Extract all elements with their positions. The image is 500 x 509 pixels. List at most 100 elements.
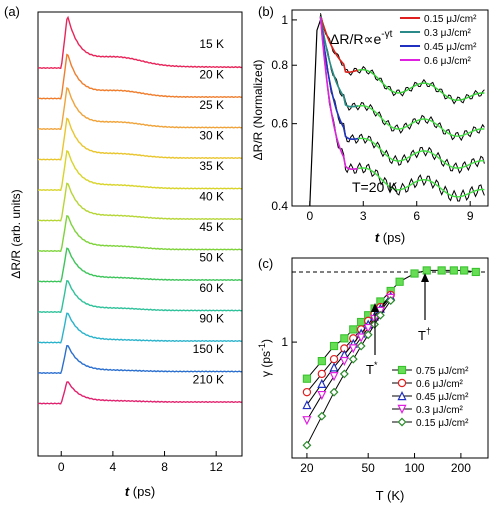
trace-line (37, 149, 242, 192)
data-point (397, 404, 407, 414)
raw-data-line (320, 14, 485, 142)
data-point (329, 372, 339, 382)
panel-a-xlabel: t (ps) (125, 484, 155, 499)
data-point (317, 411, 327, 421)
trace-label: 45 K (199, 220, 224, 234)
panel-a-frame (37, 11, 243, 457)
panel-a-label: (a) (4, 4, 20, 19)
tstar-arrowhead (371, 303, 379, 312)
tstar-label: T* (366, 360, 378, 377)
legend-label: 0.3 μJ/cm² (424, 28, 472, 39)
panel-b: (b) ΔR/R (Normalized) 0 3 6 9 0.4 0.6 0.8 1 ΔR/… (251, 4, 489, 245)
y-tick-label: 0.8 (271, 58, 288, 72)
legend-label: 0.45 μJ/cm² (416, 392, 469, 403)
data-point (356, 333, 366, 343)
data-point (449, 266, 458, 275)
series-line (319, 16, 358, 108)
data-point (397, 391, 407, 401)
data-point (363, 323, 373, 334)
y-tick-label: 0.4 (271, 199, 288, 213)
data-point (363, 330, 373, 340)
legend-label: 0.6 μJ/cm² (416, 379, 464, 390)
y-tick-label: 1 (281, 335, 288, 349)
data-point (357, 317, 366, 327)
panel-a-xticks: 0 4 8 12 (58, 451, 223, 474)
x-tick-label: 6 (413, 209, 420, 223)
data-point (397, 365, 407, 375)
trace-line (37, 279, 242, 314)
y-tick-label: 0.6 (271, 117, 288, 131)
data-point (329, 341, 339, 351)
x-tick-label: 200 (451, 461, 471, 475)
data-point (302, 440, 312, 450)
data-point (339, 369, 349, 379)
panel-b-ylabel: ΔR/R (Normalized) (251, 60, 265, 161)
data-point (397, 378, 407, 388)
trace-line (37, 344, 242, 375)
data-point (302, 387, 312, 397)
data-point (340, 334, 349, 343)
data-point (397, 417, 407, 427)
panel-c-label: (c) (258, 256, 273, 271)
data-point (349, 325, 358, 334)
data-point (422, 266, 431, 275)
panel-b-equation: ΔR/R∝e-γt (330, 29, 393, 47)
panel-c-series (302, 266, 480, 450)
data-point (437, 266, 446, 275)
panel-a-ylabel: ΔR/R (arb. units) (9, 189, 23, 278)
x-tick-label: 0 (58, 460, 65, 474)
series-line (306, 300, 392, 446)
trace-line (37, 247, 242, 283)
tdagger-arrowhead (421, 273, 429, 282)
x-tick-label: 4 (110, 460, 117, 474)
data-point (339, 356, 349, 367)
x-tick-label: 12 (209, 460, 223, 474)
data-point (302, 416, 312, 426)
trace-line (37, 86, 242, 131)
x-tick-label: 8 (161, 460, 168, 474)
data-point (460, 266, 469, 275)
trace-line (37, 117, 242, 161)
panel-c-ylabel: γ (ps-1) (257, 339, 273, 377)
data-point (317, 390, 327, 401)
data-point (317, 369, 327, 379)
series-line (319, 16, 359, 141)
tstar-annotation: T* (366, 303, 379, 377)
data-point (329, 387, 339, 397)
panel-b-axes: 0 3 6 9 0.4 0.6 0.8 1 (271, 13, 474, 223)
panel-c: (c) γ (ps-1) 20 50 100 200 1 0.75 μJ/cm² 0.6 … (257, 256, 489, 503)
rise-line (309, 19, 322, 207)
trace-line (37, 215, 242, 253)
x-tick-label: 50 (362, 461, 376, 475)
data-point (375, 310, 385, 320)
trace-line (37, 182, 242, 222)
x-tick-label: 3 (360, 209, 367, 223)
panel-c-xlabel: T (K) (376, 488, 405, 503)
data-point (302, 399, 312, 410)
trace-label: 90 K (199, 312, 224, 326)
raw-data-line (320, 13, 485, 105)
trace-line (37, 15, 242, 70)
data-point (317, 378, 327, 388)
legend-label: 0.45 μJ/cm² (424, 42, 477, 53)
data-point (329, 362, 339, 372)
y-tick-label: 1 (281, 13, 288, 27)
raw-data-line (320, 17, 485, 174)
panel-a-traces: 15 K 20 K 25 K 30 K 35 K 40 K 45 K 50 K 60 K 90 K… (37, 15, 242, 405)
x-tick-label: 100 (405, 461, 425, 475)
raw-data-line (320, 19, 485, 202)
panel-a: (a) ΔR/R (arb. units) 15 K 20 K 25 K 30 K 35… (4, 4, 243, 499)
data-point (410, 269, 419, 278)
trace-label: 35 K (199, 159, 224, 173)
legend-label: 0.75 μJ/cm² (416, 366, 469, 377)
data-point (329, 354, 339, 364)
data-point (302, 374, 312, 383)
x-tick-label: 9 (467, 209, 474, 223)
trace-label: 25 K (199, 98, 224, 112)
data-point (348, 344, 358, 354)
panel-b-annotation: T=20 K (352, 179, 398, 195)
data-point (348, 354, 358, 364)
data-point (395, 277, 404, 286)
legend-label: 0.15 μJ/cm² (416, 418, 469, 429)
trace-label: 15 K (199, 37, 224, 51)
